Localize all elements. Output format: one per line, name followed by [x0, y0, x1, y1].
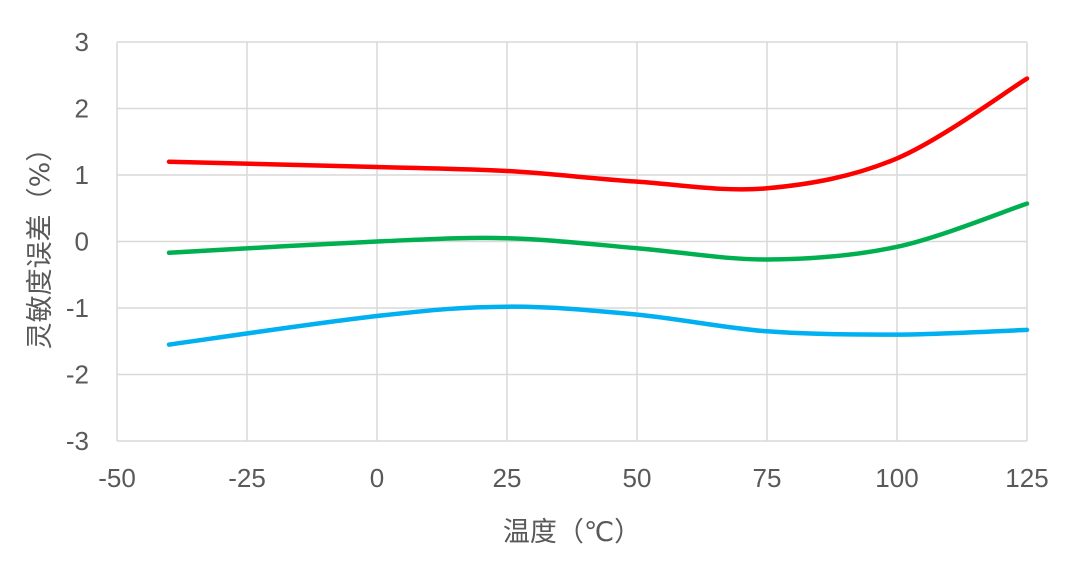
y-tick-label: -1	[66, 293, 89, 323]
y-tick-label: 2	[75, 94, 89, 124]
series-line-2	[166, 201, 1030, 262]
y-tick-label: 0	[75, 227, 89, 257]
y-axis-title: 灵敏度误差（%）	[25, 135, 56, 350]
x-tick-label: 0	[370, 463, 384, 493]
y-tick-label: 3	[75, 27, 89, 57]
x-tick-labels: -50 -25 0 25 50 75 100 125	[98, 463, 1048, 493]
x-tick-label: 100	[875, 463, 918, 493]
x-axis-title: 温度（℃）	[503, 517, 641, 548]
x-tick-label: 50	[623, 463, 652, 493]
x-tick-label: 75	[753, 463, 782, 493]
x-tick-label: 125	[1005, 463, 1048, 493]
series-line-1	[166, 76, 1030, 192]
x-tick-label: -50	[98, 463, 136, 493]
x-tick-label: 25	[493, 463, 522, 493]
series-lines	[166, 76, 1030, 347]
y-tick-label: -3	[66, 426, 89, 456]
y-tick-labels: -3 -2 -1 0 1 2 3	[66, 27, 89, 456]
series-line-3	[166, 304, 1030, 347]
y-tick-label: -2	[66, 360, 89, 390]
x-tick-label: -25	[228, 463, 266, 493]
y-tick-label: 1	[75, 160, 89, 190]
